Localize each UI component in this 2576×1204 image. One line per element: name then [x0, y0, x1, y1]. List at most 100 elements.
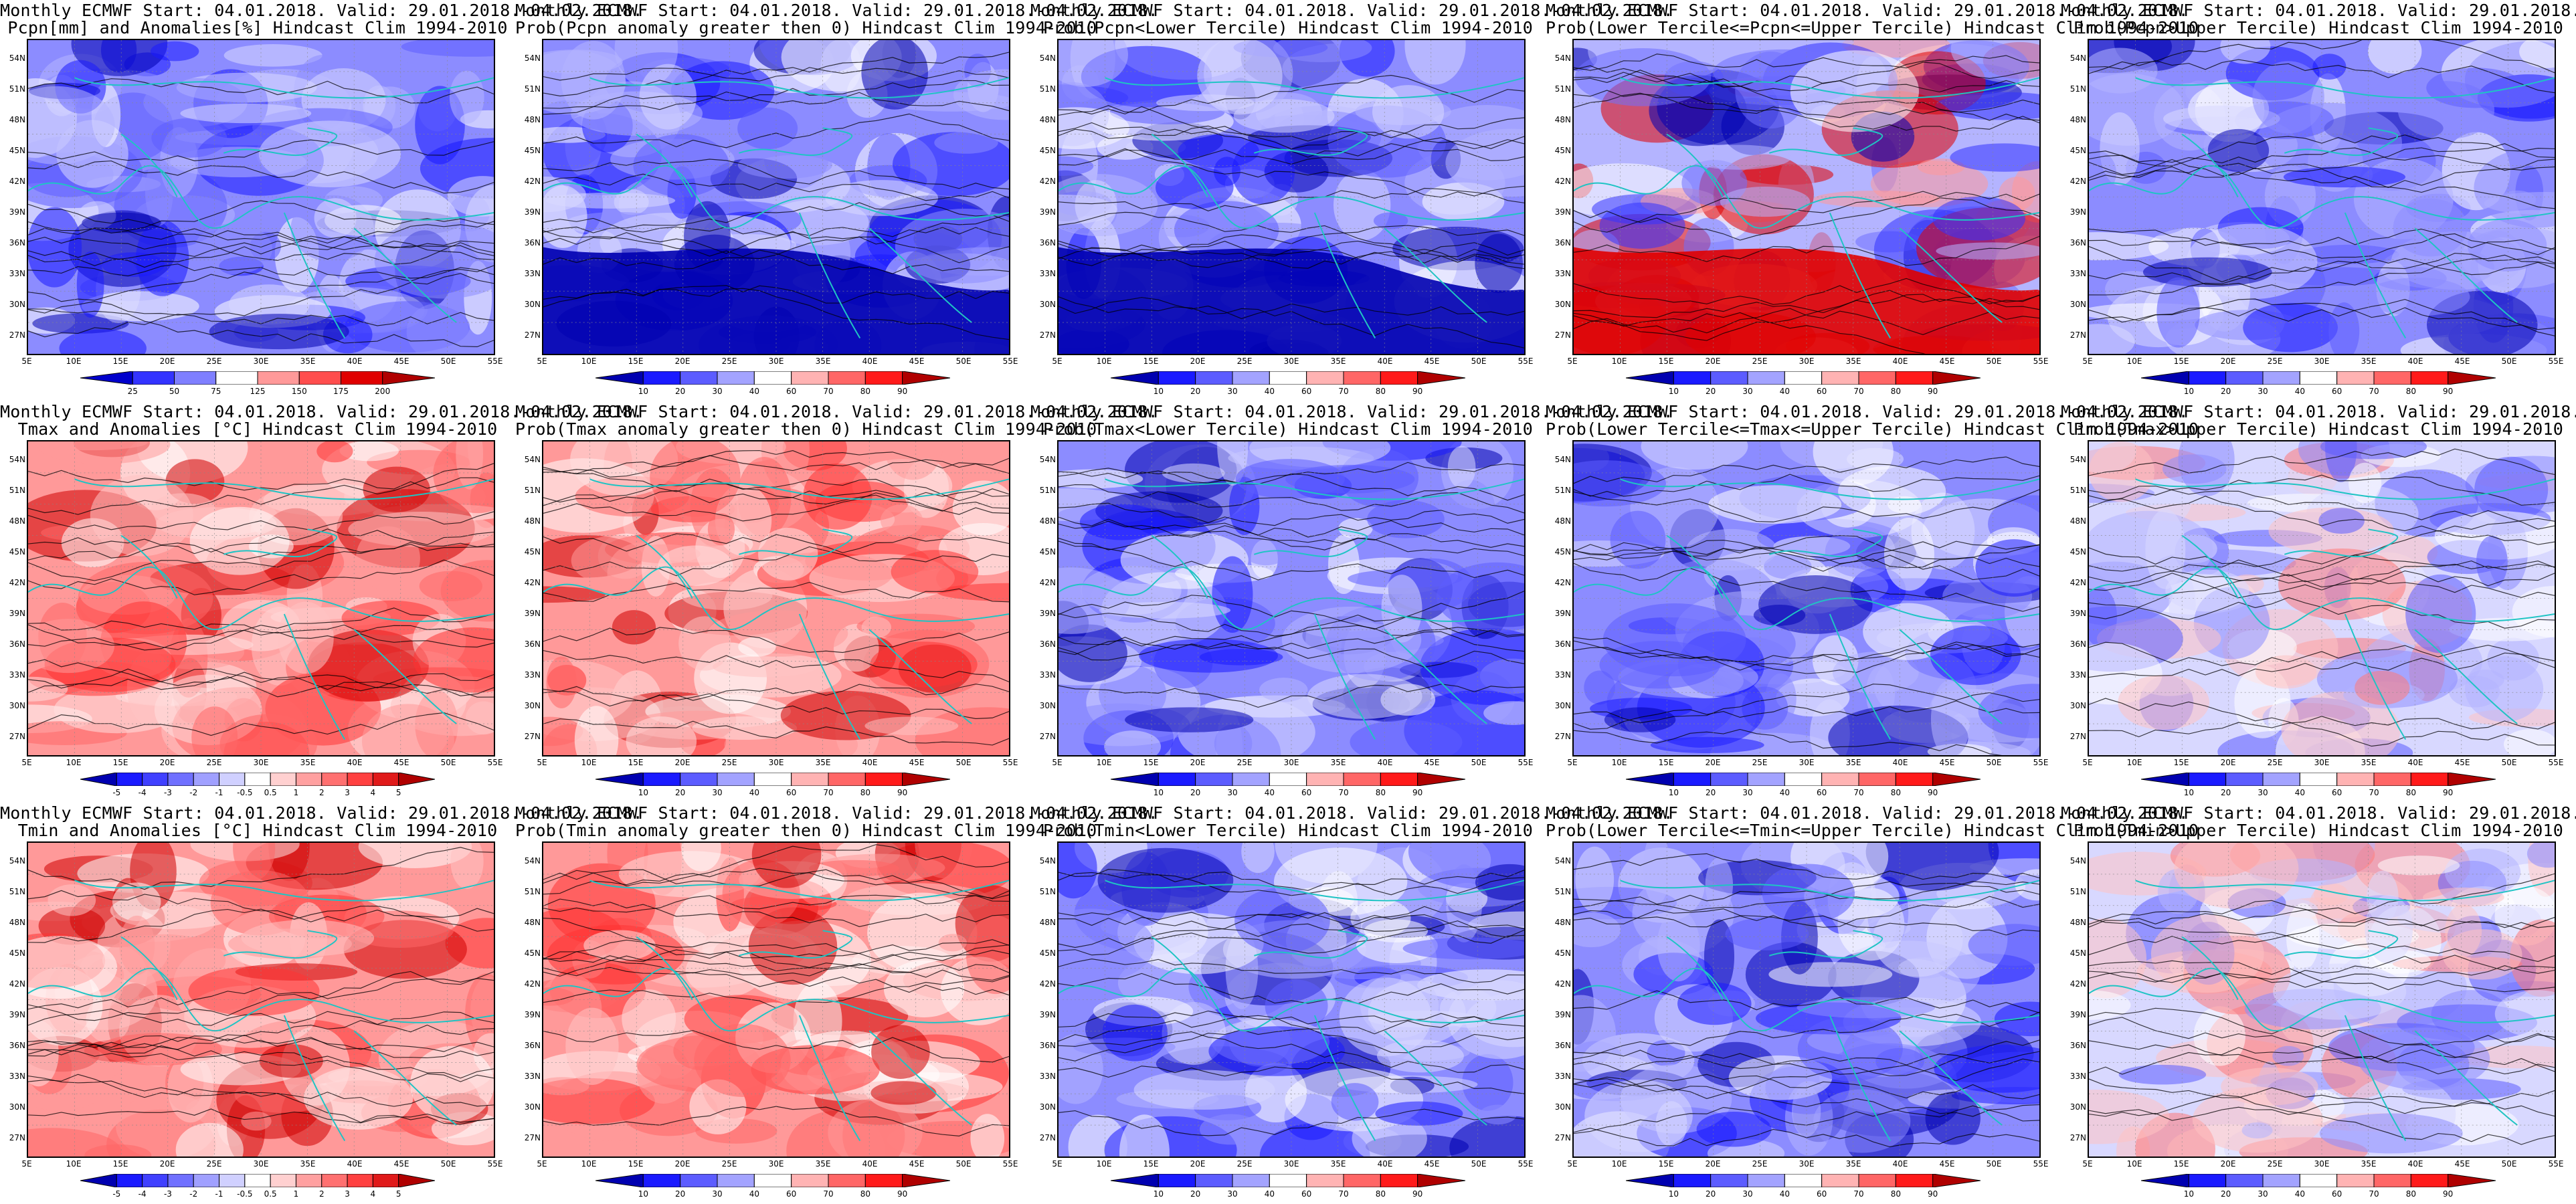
colorbar-label: 90 [897, 387, 908, 396]
colorbar-label: 70 [1338, 788, 1349, 797]
lon-label: 45E [909, 1159, 925, 1169]
colorbar-label: 2 [318, 788, 325, 797]
lon-label: 45E [2454, 1159, 2470, 1169]
lon-label: 20E [1190, 1159, 1206, 1169]
lon-label: 40E [2407, 357, 2423, 366]
lat-label: 51N [1554, 486, 1571, 495]
lon-label: 50E [955, 357, 972, 366]
colorbar-label: 150 [291, 387, 307, 396]
lon-label: 15E [628, 357, 644, 366]
lat-label: 48N [1554, 115, 1571, 124]
lon-label: 30E [1283, 357, 1299, 366]
lon-label: 10E [66, 758, 82, 767]
lat-label: 48N [1039, 918, 1056, 927]
lon-label: 45E [909, 357, 925, 366]
colorbar-label: 60 [2332, 788, 2342, 797]
panel-title-line1: Monthly ECMWF Start: 04.01.2018. Valid: … [1546, 1, 2189, 20]
panel-title-line2: Tmax and Anomalies [°C] Hindcast Clim 19… [17, 419, 498, 439]
lat-label: 51N [9, 887, 25, 896]
lat-label: 27N [2069, 330, 2086, 340]
colorbar-label: 70 [823, 788, 834, 797]
lat-label: 45N [2069, 146, 2086, 155]
lon-label: 10E [581, 758, 597, 767]
lon-label: 10E [581, 357, 597, 366]
lon-label: 10E [581, 1159, 597, 1169]
map-area [542, 841, 1010, 1158]
lat-label: 30N [2069, 701, 2086, 710]
lat-label: 39N [524, 1010, 541, 1019]
panel-title-line1: Monthly ECMWF Start: 04.01.2018. Valid: … [1546, 803, 2189, 823]
lat-label: 45N [2069, 948, 2086, 958]
lat-label: 51N [2069, 887, 2086, 896]
lat-label: 45N [9, 547, 25, 557]
colorbar [80, 1174, 435, 1187]
colorbar [2141, 773, 2496, 786]
map-panel: Monthly ECMWF Start: 04.01.2018. Valid: … [1546, 401, 2199, 803]
colorbar-label: 90 [897, 1189, 908, 1199]
lon-label: 10E [1611, 1159, 1627, 1169]
lon-label: 20E [674, 758, 691, 767]
lon-label: 5E [2082, 758, 2093, 767]
lat-label: 36N [1554, 1041, 1571, 1050]
lon-label: 40E [1377, 357, 1393, 366]
colorbar-label: 80 [1890, 1189, 1901, 1199]
lat-label: 54N [9, 455, 25, 464]
colorbar-label: 50 [169, 387, 180, 396]
lon-label: 20E [1190, 357, 1206, 366]
colorbar-label: -2 [189, 788, 198, 797]
colorbar-label: 30 [1227, 387, 1238, 396]
colorbar-label: 5 [395, 1189, 401, 1199]
colorbar-label: 60 [2332, 387, 2342, 396]
lon-label: 55E [2548, 357, 2564, 366]
colorbar-label: 20 [1706, 387, 1716, 396]
lon-label: 50E [440, 357, 456, 366]
lat-label: 30N [9, 300, 25, 309]
forecast-field [1574, 441, 2039, 755]
lat-label: 36N [1039, 1041, 1056, 1050]
colorbar-label: 90 [1928, 387, 1938, 396]
colorbar-label: 70 [823, 387, 834, 396]
colorbar-label: 40 [749, 788, 759, 797]
lat-label: 30N [9, 701, 25, 710]
lon-label: 55E [2033, 357, 2049, 366]
colorbar-label: 20 [2221, 1189, 2231, 1199]
lat-label: 45N [524, 948, 541, 958]
lat-label: 39N [9, 207, 25, 217]
lon-label: 10E [1611, 357, 1627, 366]
colorbar [1626, 773, 1981, 786]
colorbar-label: 80 [1890, 788, 1901, 797]
lat-label: 36N [9, 1041, 25, 1050]
lat-label: 33N [524, 269, 541, 278]
colorbar-label: 200 [375, 387, 391, 396]
lat-label: 39N [1554, 207, 1571, 217]
lon-label: 5E [1052, 758, 1063, 767]
lat-label: 54N [1039, 856, 1056, 866]
lon-label: 45E [2454, 357, 2470, 366]
lon-label: 15E [1658, 357, 1674, 366]
lon-label: 40E [2407, 758, 2423, 767]
colorbar-label: 90 [1412, 788, 1423, 797]
map-area [1057, 841, 1526, 1158]
map-area [27, 841, 495, 1158]
lat-label: 30N [2069, 300, 2086, 309]
map-area [2088, 841, 2556, 1158]
colorbar-label: 80 [1375, 1189, 1386, 1199]
lon-label: 45E [393, 758, 409, 767]
lon-label: 55E [1002, 357, 1018, 366]
lon-label: 20E [2220, 1159, 2236, 1169]
panel-title-line2: Pcpn[mm] and Anomalies[%] Hindcast Clim … [7, 18, 508, 37]
colorbar-label: 30 [712, 387, 723, 396]
colorbar [1626, 371, 1981, 385]
colorbar-label: 60 [1301, 1189, 1312, 1199]
map-area [542, 39, 1010, 355]
colorbar-label: -1 [215, 788, 223, 797]
colorbar-label: 30 [2258, 788, 2268, 797]
lat-label: 42N [9, 979, 25, 989]
lat-label: 54N [524, 54, 541, 63]
colorbar-label: 10 [638, 1189, 648, 1199]
lon-label: 50E [440, 758, 456, 767]
lon-label: 50E [1986, 357, 2002, 366]
lat-label: 42N [1039, 177, 1056, 186]
map-panel: Monthly ECMWF Start: 04.01.2018. Valid: … [515, 0, 1158, 401]
